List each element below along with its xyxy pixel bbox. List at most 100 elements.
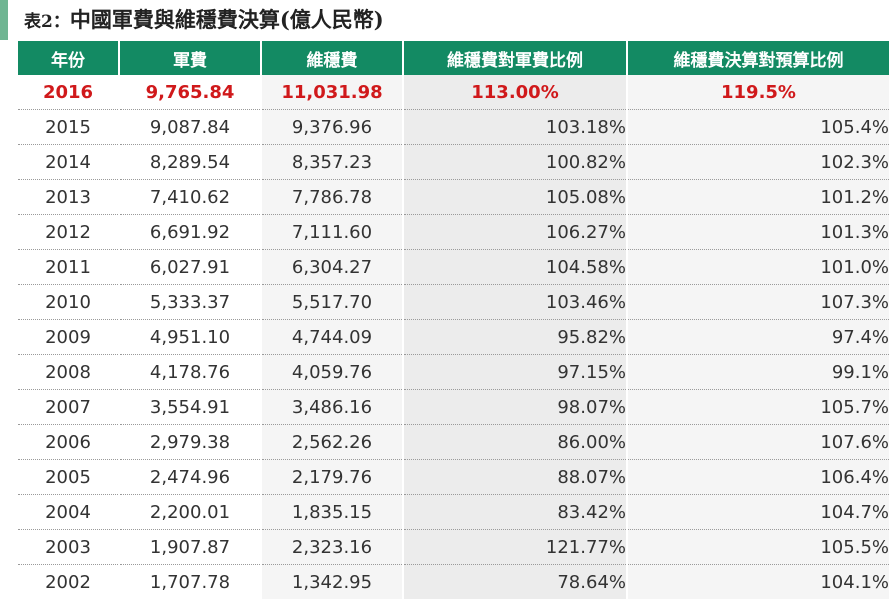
table-row: 2007 3,554.91 3,486.16 98.07% 105.7%: [18, 389, 889, 425]
ratio-cell: 104.58%: [403, 249, 628, 285]
stability-cell: 5,517.70: [261, 284, 404, 320]
ratio-cell: 78.64%: [403, 564, 628, 599]
military-cell: 8,289.54: [119, 144, 262, 180]
title-accent-bar: [0, 0, 8, 40]
table-row: 2009 4,951.10 4,744.09 95.82% 97.4%: [18, 319, 889, 355]
stability-cell: 2,562.26: [261, 424, 404, 460]
budget-ratio-cell: 119.5%: [627, 75, 889, 110]
column-header-military: 軍費: [119, 41, 262, 75]
header-row: 年份 軍費 維穩費 維穩費對軍費比例 維穩費決算對預算比例: [18, 41, 889, 75]
column-header-year: 年份: [18, 41, 120, 75]
budget-ratio-cell: 104.1%: [627, 564, 889, 599]
ratio-cell: 105.08%: [403, 179, 628, 215]
stability-cell: 8,357.23: [261, 144, 404, 180]
table-row: 2013 7,410.62 7,786.78 105.08% 101.2%: [18, 179, 889, 215]
table-row: 2014 8,289.54 8,357.23 100.82% 102.3%: [18, 144, 889, 180]
military-cell: 2,474.96: [119, 459, 262, 495]
military-cell: 3,554.91: [119, 389, 262, 425]
ratio-cell: 95.82%: [403, 319, 628, 355]
column-header-ratio: 維穩費對軍費比例: [403, 41, 628, 75]
table-row: 2015 9,087.84 9,376.96 103.18% 105.4%: [18, 109, 889, 145]
military-cell: 6,691.92: [119, 214, 262, 250]
ratio-cell: 103.18%: [403, 109, 628, 145]
stability-cell: 1,835.15: [261, 494, 404, 530]
table-row: 2016 9,765.84 11,031.98 113.00% 119.5%: [18, 75, 889, 110]
ratio-cell: 86.00%: [403, 424, 628, 460]
year-cell: 2007: [18, 389, 120, 425]
column-header-budget-ratio: 維穩費決算對預算比例: [627, 41, 889, 75]
military-cell: 9,087.84: [119, 109, 262, 145]
table-row: 2002 1,707.78 1,342.95 78.64% 104.1%: [18, 564, 889, 599]
table-title: 表2：中國軍費與維穩費決算(億人民幣): [24, 0, 384, 40]
table-row: 2005 2,474.96 2,179.76 88.07% 106.4%: [18, 459, 889, 495]
budget-ratio-cell: 101.2%: [627, 179, 889, 215]
budget-ratio-cell: 105.7%: [627, 389, 889, 425]
military-cell: 4,951.10: [119, 319, 262, 355]
budget-ratio-cell: 101.0%: [627, 249, 889, 285]
stability-cell: 2,179.76: [261, 459, 404, 495]
year-cell: 2003: [18, 529, 120, 565]
ratio-cell: 113.00%: [403, 75, 628, 110]
budget-ratio-cell: 106.4%: [627, 459, 889, 495]
table-row: 2008 4,178.76 4,059.76 97.15% 99.1%: [18, 354, 889, 390]
budget-ratio-cell: 102.3%: [627, 144, 889, 180]
year-cell: 2002: [18, 564, 120, 599]
year-cell: 2008: [18, 354, 120, 390]
budget-ratio-cell: 97.4%: [627, 319, 889, 355]
ratio-cell: 121.77%: [403, 529, 628, 565]
year-cell: 2012: [18, 214, 120, 250]
stability-cell: 7,111.60: [261, 214, 404, 250]
table-row: 2012 6,691.92 7,111.60 106.27% 101.3%: [18, 214, 889, 250]
military-cell: 9,765.84: [119, 75, 262, 110]
stability-cell: 9,376.96: [261, 109, 404, 145]
year-cell: 2015: [18, 109, 120, 145]
table-row: 2003 1,907.87 2,323.16 121.77% 105.5%: [18, 529, 889, 565]
budget-ratio-cell: 104.7%: [627, 494, 889, 530]
table-row: 2006 2,979.38 2,562.26 86.00% 107.6%: [18, 424, 889, 460]
ratio-cell: 97.15%: [403, 354, 628, 390]
data-table: 年份 軍費 維穩費 維穩費對軍費比例 維穩費決算對預算比例 2016 9,765.…: [18, 41, 889, 599]
ratio-cell: 103.46%: [403, 284, 628, 320]
stability-cell: 4,744.09: [261, 319, 404, 355]
stability-cell: 4,059.76: [261, 354, 404, 390]
column-header-stability: 維穩費: [261, 41, 404, 75]
ratio-cell: 98.07%: [403, 389, 628, 425]
budget-ratio-cell: 99.1%: [627, 354, 889, 390]
ratio-cell: 88.07%: [403, 459, 628, 495]
military-cell: 1,907.87: [119, 529, 262, 565]
table-title-text: 中國軍費與維穩費決算(億人民幣): [69, 7, 384, 32]
military-cell: 1,707.78: [119, 564, 262, 599]
ratio-cell: 83.42%: [403, 494, 628, 530]
military-cell: 2,979.38: [119, 424, 262, 460]
military-cell: 2,200.01: [119, 494, 262, 530]
year-cell: 2010: [18, 284, 120, 320]
year-cell: 2005: [18, 459, 120, 495]
table-row: 2011 6,027.91 6,304.27 104.58% 101.0%: [18, 249, 889, 285]
table-title-prefix: 表2：: [24, 12, 70, 32]
budget-ratio-cell: 105.4%: [627, 109, 889, 145]
table-body: 2016 9,765.84 11,031.98 113.00% 119.5% 2015 9,…: [18, 75, 889, 599]
stability-cell: 7,786.78: [261, 179, 404, 215]
budget-ratio-cell: 107.3%: [627, 284, 889, 320]
year-cell: 2011: [18, 249, 120, 285]
year-cell: 2006: [18, 424, 120, 460]
budget-ratio-cell: 105.5%: [627, 529, 889, 565]
year-cell: 2009: [18, 319, 120, 355]
table-row: 2004 2,200.01 1,835.15 83.42% 104.7%: [18, 494, 889, 530]
stability-cell: 2,323.16: [261, 529, 404, 565]
stability-cell: 6,304.27: [261, 249, 404, 285]
year-cell: 2013: [18, 179, 120, 215]
year-cell: 2016: [18, 75, 120, 110]
budget-ratio-cell: 107.6%: [627, 424, 889, 460]
stability-cell: 1,342.95: [261, 564, 404, 599]
military-cell: 7,410.62: [119, 179, 262, 215]
stability-cell: 11,031.98: [261, 75, 404, 110]
table-row: 2010 5,333.37 5,517.70 103.46% 107.3%: [18, 284, 889, 320]
military-cell: 5,333.37: [119, 284, 262, 320]
year-cell: 2014: [18, 144, 120, 180]
ratio-cell: 100.82%: [403, 144, 628, 180]
military-cell: 6,027.91: [119, 249, 262, 285]
stability-cell: 3,486.16: [261, 389, 404, 425]
budget-ratio-cell: 101.3%: [627, 214, 889, 250]
ratio-cell: 106.27%: [403, 214, 628, 250]
